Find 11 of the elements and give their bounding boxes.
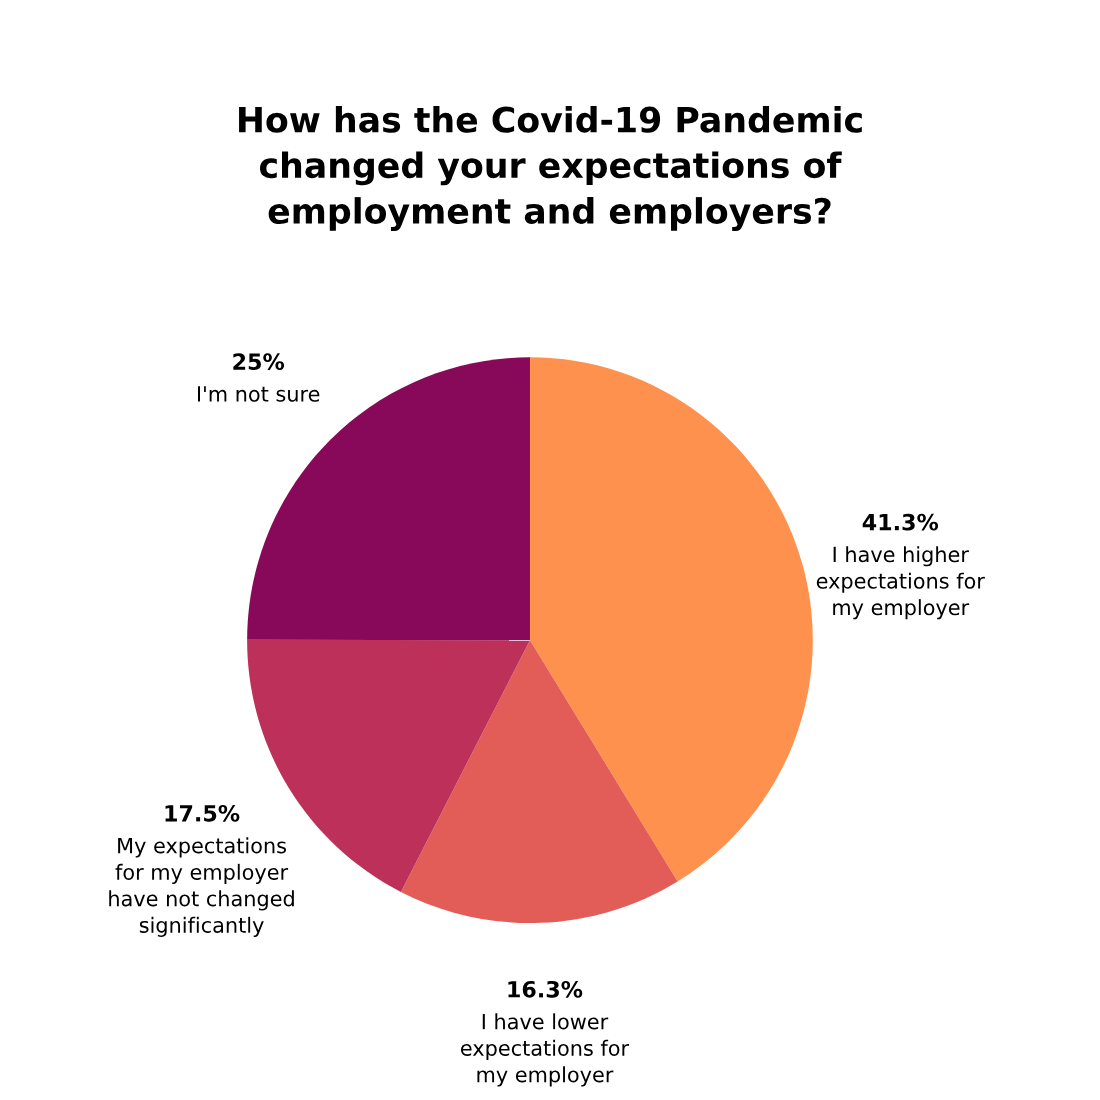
data-label: 17.5% [165, 804, 240, 822]
slice-label: My expectations for my employer have not changed significantly [109, 837, 294, 937]
slice-label: I have higher expectations for my employer [816, 546, 985, 620]
pie-slice [400, 640, 678, 924]
slice-label: I have lower expectations for my employer [460, 1013, 630, 1087]
data-label: 25% [233, 353, 285, 371]
data-label: 41.3% [862, 513, 939, 531]
data-label: 16.3% [508, 980, 583, 998]
pie-slice [529, 357, 813, 882]
slice-label: I'm not sure [197, 386, 320, 402]
chart-title: How has the Covid-19 Pandemic changed your expectations of employment and employers? [239, 105, 862, 231]
